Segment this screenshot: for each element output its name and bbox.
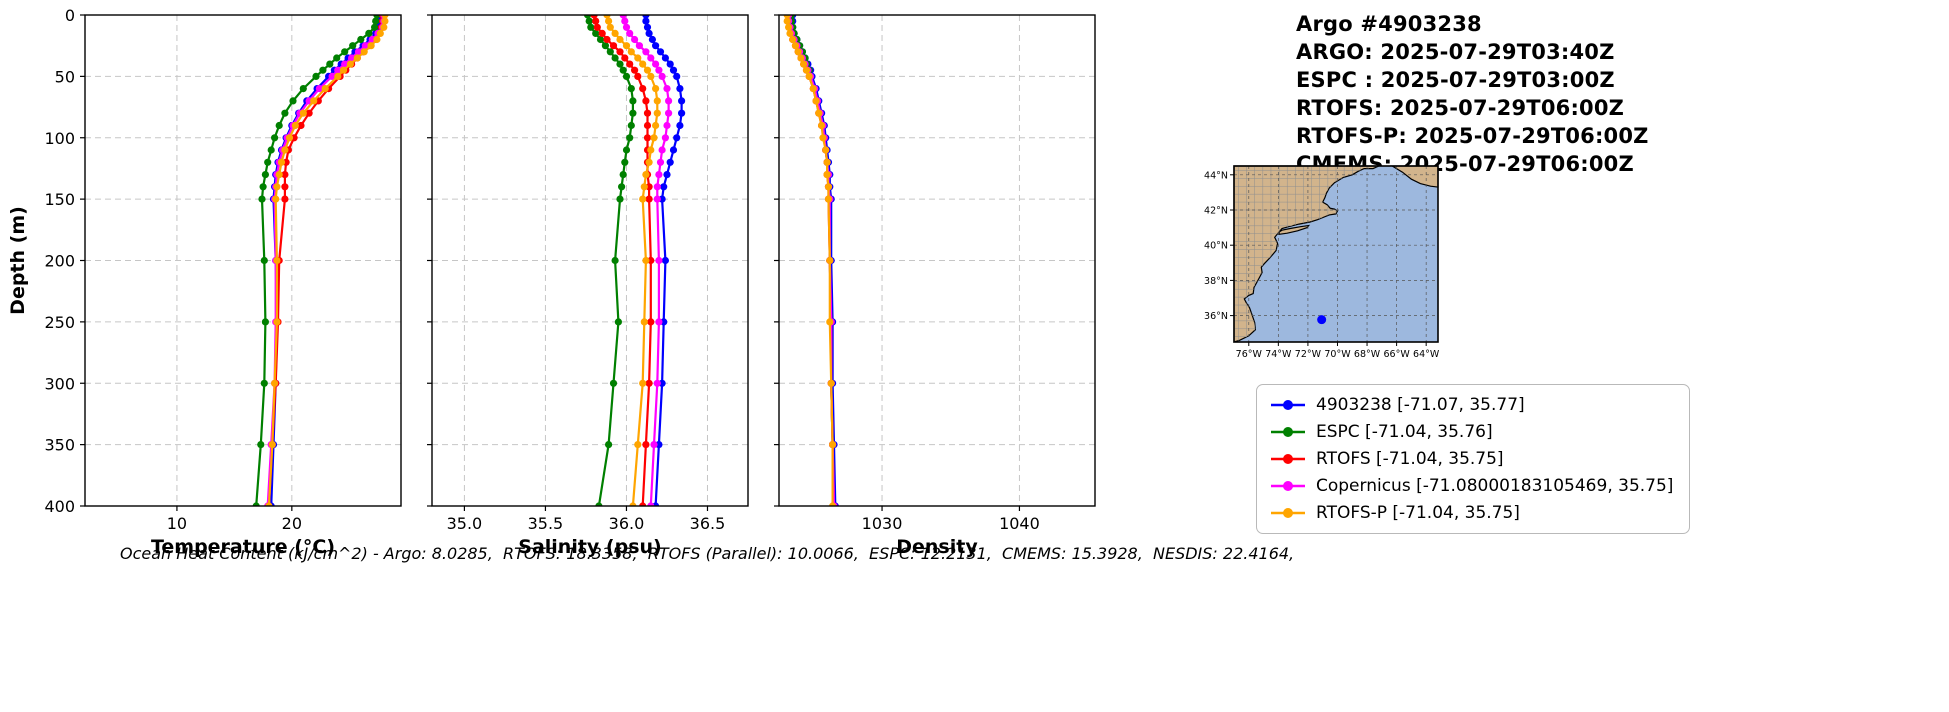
map-lon-label: 68°W [1354, 349, 1381, 360]
y-tick-label: 300 [44, 374, 75, 393]
legend-entry-3: Copernicus [-71.08000183105469, 35.75] [1269, 476, 1673, 496]
legend-label: ESPC [-71.04, 35.76] [1316, 422, 1493, 442]
x-axis-label: Salinity (psu) [518, 536, 661, 558]
timestamp-line-1: ARGO: 2025-07-29T03:40Z [1296, 40, 1615, 64]
y-tick-label: 250 [44, 313, 75, 332]
legend-marker-icon [1271, 400, 1305, 410]
x-tick-label: 10 [167, 514, 187, 533]
map-lon-label: 64°W [1413, 349, 1440, 360]
map-lon-label: 74°W [1265, 349, 1292, 360]
y-tick-label: 0 [65, 6, 75, 25]
x-tick-label: 36.5 [690, 514, 726, 533]
legend-entry-2: RTOFS [-71.04, 35.75] [1269, 449, 1673, 469]
legend-entry-1: ESPC [-71.04, 35.76] [1269, 422, 1673, 442]
x-tick-label: 20 [282, 514, 302, 533]
x-tick-label: 1040 [999, 514, 1040, 533]
map-lon-label: 66°W [1383, 349, 1410, 360]
timestamp-line-3: RTOFS: 2025-07-29T06:00Z [1296, 96, 1625, 120]
x-axis-label: Temperature (°C) [151, 536, 335, 558]
profile-panel-0: 10 20050100150200250300350400Temperature … [44, 6, 402, 558]
legend-entry-0: 4903238 [-71.07, 35.77] [1269, 395, 1673, 415]
legend-label: RTOFS-P [-71.04, 35.75] [1316, 503, 1520, 523]
legend-marker-icon [1271, 481, 1305, 491]
legend-label: RTOFS [-71.04, 35.75] [1316, 449, 1504, 469]
map-lat-label: 36°N [1204, 311, 1228, 322]
x-tick-label: 35.0 [447, 514, 483, 533]
axes-frame [84, 14, 402, 507]
map-frame [1233, 165, 1439, 343]
title-block: Argo #4903238 ARGO: 2025-07-29T03:40Z ESPC… [1296, 10, 1649, 178]
map-lon-label: 70°W [1324, 349, 1351, 360]
map-lat-label: 40°N [1204, 241, 1228, 252]
legend-marker-icon [1271, 508, 1305, 518]
axes-frame [431, 14, 749, 507]
figure-title: Argo #4903238 [1296, 12, 1482, 36]
legend-marker-icon [1271, 454, 1305, 464]
profile-panel-1: 35.0 35.5 36.0 36.5 Salinity (psu) [427, 14, 749, 558]
argo-location-dot [1317, 315, 1327, 325]
y-tick-label: 100 [44, 129, 75, 148]
map-lat-label: 44°N [1204, 170, 1228, 181]
legend-marker-icon [1271, 427, 1305, 437]
legend-label: Copernicus [-71.08000183105469, 35.75] [1316, 476, 1674, 496]
map-lon-label: 72°W [1295, 349, 1322, 360]
x-axis-label: Density [896, 536, 978, 558]
legend-entry-4: RTOFS-P [-71.04, 35.75] [1269, 503, 1673, 523]
ocean-heat-content-note: Ocean Heat Content (kJ/cm^2) - Argo: 8.0… [120, 544, 1295, 563]
map-lat-label: 42°N [1204, 206, 1228, 217]
x-tick-label: 1030 [862, 514, 903, 533]
map-lon-label: 76°W [1236, 349, 1263, 360]
y-tick-label: 400 [44, 497, 75, 516]
y-tick-label: 50 [55, 67, 75, 86]
legend-label: 4903238 [-71.07, 35.77] [1316, 395, 1525, 415]
timestamp-line-2: ESPC : 2025-07-29T03:00Z [1296, 68, 1615, 92]
timestamp-line-4: RTOFS-P: 2025-07-29T06:00Z [1296, 124, 1649, 148]
x-tick-label: 35.5 [528, 514, 564, 533]
y-tick-label: 200 [44, 252, 75, 271]
location-map: 36°N 38°N 40°N 42°N 44°N 76°W 74°W 72°W 70°W 68°W… [1204, 165, 1440, 360]
profile-plots: 10 20050100150200250300350400Temperature … [7, 6, 1096, 558]
legend: 4903238 [-71.07, 35.77] ESPC [-71.04, 35.… [1256, 384, 1691, 534]
y-tick-label: 350 [44, 436, 75, 455]
map-land-long-island [1278, 224, 1311, 235]
profile-panel-2: 1030 1040 Density [774, 14, 1096, 558]
x-tick-label: 36.0 [609, 514, 645, 533]
map-lat-label: 38°N [1204, 276, 1228, 287]
y-axis-label: Depth (m) [7, 206, 29, 315]
y-tick-label: 150 [44, 190, 75, 209]
